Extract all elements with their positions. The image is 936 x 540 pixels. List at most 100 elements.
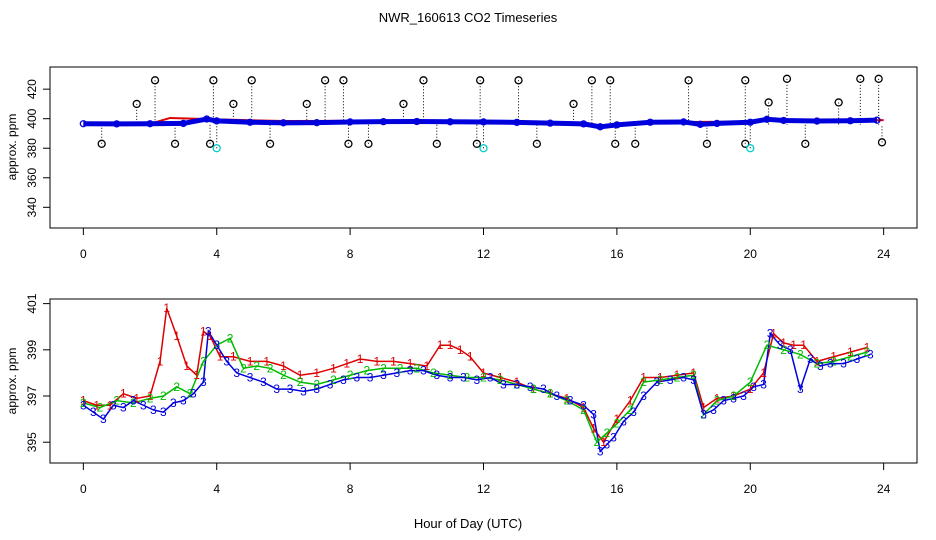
bottom-data-point: 2 — [463, 371, 470, 385]
bottom-data-point: 3 — [213, 338, 220, 352]
bottom-data-point: 3 — [640, 389, 647, 403]
bottom-data-point: 3 — [273, 382, 280, 396]
bottom-data-point: 3 — [393, 366, 400, 380]
top-y-tick-label: 400 — [25, 108, 39, 128]
bottom-data-point: 1 — [760, 366, 767, 380]
bottom-x-tick-label: 4 — [213, 482, 220, 496]
bottom-data-point: 3 — [680, 371, 687, 385]
bottom-data-point: 1 — [247, 354, 254, 368]
bottom-data-point: 2 — [814, 357, 821, 371]
bottom-data-point: 3 — [854, 352, 861, 366]
top-data-point — [546, 119, 554, 127]
bottom-data-point: 3 — [200, 375, 207, 389]
bottom-data-point: 3 — [205, 324, 212, 338]
top-x-tick-label: 0 — [80, 247, 87, 261]
bottom-data-point: 3 — [730, 391, 737, 405]
bottom-data-point: 3 — [630, 405, 637, 419]
bottom-data-point: 3 — [247, 371, 254, 385]
top-data-point — [746, 118, 754, 126]
bottom-data-point: 3 — [80, 398, 87, 412]
top-panel: 0 4 8 12 16 20 24 340 360 380 400 420 approx. ppm — [5, 66, 918, 261]
bottom-data-point: 3 — [260, 375, 267, 389]
top-data-point — [364, 139, 373, 148]
bottom-data-point: 1 — [830, 350, 837, 364]
bottom-data-point: 1 — [730, 389, 737, 403]
bottom-data-point: 2 — [313, 377, 320, 391]
top-data-point — [763, 115, 771, 123]
bottom-data-point: 3 — [620, 414, 627, 428]
bottom-data-point: 3 — [487, 371, 494, 385]
bottom-data-point: 3 — [130, 394, 137, 408]
top-data-point — [146, 120, 154, 128]
bottom-data-point: 1 — [580, 401, 587, 415]
top-data-point — [613, 121, 621, 129]
top-data-point — [513, 118, 521, 127]
top-data-point — [479, 118, 488, 126]
bottom-data-point: 2 — [627, 403, 634, 417]
bottom-data-point: 1 — [790, 338, 797, 352]
bottom-data-point: 2 — [430, 366, 437, 380]
bottom-y-tick-label: 399 — [25, 339, 39, 359]
bottom-data-point: 3 — [867, 347, 874, 361]
top-data-point — [432, 139, 441, 148]
top-data-point — [212, 144, 221, 153]
bottom-data-point: 3 — [407, 364, 414, 378]
bottom-data-point: 1 — [480, 366, 487, 380]
top-data-point — [713, 119, 721, 128]
bottom-data-point: 1 — [330, 361, 337, 375]
bottom-data-point: 3 — [420, 364, 427, 378]
bottom-data-point: 2 — [497, 373, 504, 387]
bottom-data-point: 2 — [764, 338, 771, 352]
bottom-data-point: 2 — [267, 361, 274, 375]
bottom-data-point: 2 — [200, 354, 207, 368]
bottom-data-point: 3 — [110, 398, 117, 412]
top-data-point — [205, 139, 215, 148]
top-data-point — [279, 119, 288, 127]
bottom-data-point: 1 — [564, 391, 571, 405]
top-data-point — [646, 118, 654, 126]
top-data-point — [596, 123, 604, 131]
bottom-data-point: 3 — [500, 377, 507, 391]
bottom-data-point: 3 — [580, 398, 587, 412]
bottom-x-tick-label: 16 — [610, 482, 624, 496]
bottom-data-point: 2 — [447, 368, 454, 382]
bottom-data-point: 2 — [173, 380, 180, 394]
bottom-data-point: 2 — [113, 394, 120, 408]
top-data-point — [320, 76, 330, 85]
bottom-data-point: 2 — [700, 407, 707, 421]
bottom-data-point: 3 — [797, 382, 804, 396]
bottom-y-tick-label: 401 — [25, 293, 39, 313]
bottom-y-tick-label: 395 — [25, 432, 39, 452]
bottom-data-point: 3 — [160, 405, 167, 419]
bottom-y-tick-label: 397 — [25, 386, 39, 406]
top-x-tick-label: 12 — [477, 247, 491, 261]
bottom-data-point: 3 — [840, 357, 847, 371]
bottom-series-line — [83, 307, 868, 444]
bottom-data-point: 1 — [864, 341, 871, 355]
bottom-data-point: 2 — [564, 394, 571, 408]
bottom-data-point: 1 — [590, 421, 597, 435]
top-data-point — [472, 139, 481, 148]
top-data-point — [179, 119, 188, 128]
bottom-data-point: 3 — [447, 371, 454, 385]
bottom-data-point: 2 — [730, 389, 737, 403]
top-data-point — [246, 118, 254, 126]
top-data-point — [846, 117, 854, 125]
top-data-point — [813, 117, 821, 125]
bottom-data-point: 1 — [280, 359, 287, 373]
bottom-data-point: 3 — [690, 373, 697, 387]
bottom-data-point: 2 — [580, 403, 587, 417]
bottom-data-point: 3 — [710, 403, 717, 417]
top-x-tick-label: 24 — [877, 247, 891, 261]
top-y-tick-label: 420 — [25, 79, 39, 99]
bottom-data-point: 3 — [597, 444, 604, 458]
bottom-data-point: 2 — [413, 361, 420, 375]
bottom-data-point: 2 — [280, 368, 287, 382]
bottom-data-point: 1 — [847, 345, 854, 359]
bottom-data-point: 3 — [610, 431, 617, 445]
bottom-data-point: 2 — [604, 426, 611, 440]
bottom-data-point: 2 — [97, 401, 104, 415]
bottom-data-point: 3 — [460, 371, 467, 385]
top-data-point — [696, 120, 704, 128]
